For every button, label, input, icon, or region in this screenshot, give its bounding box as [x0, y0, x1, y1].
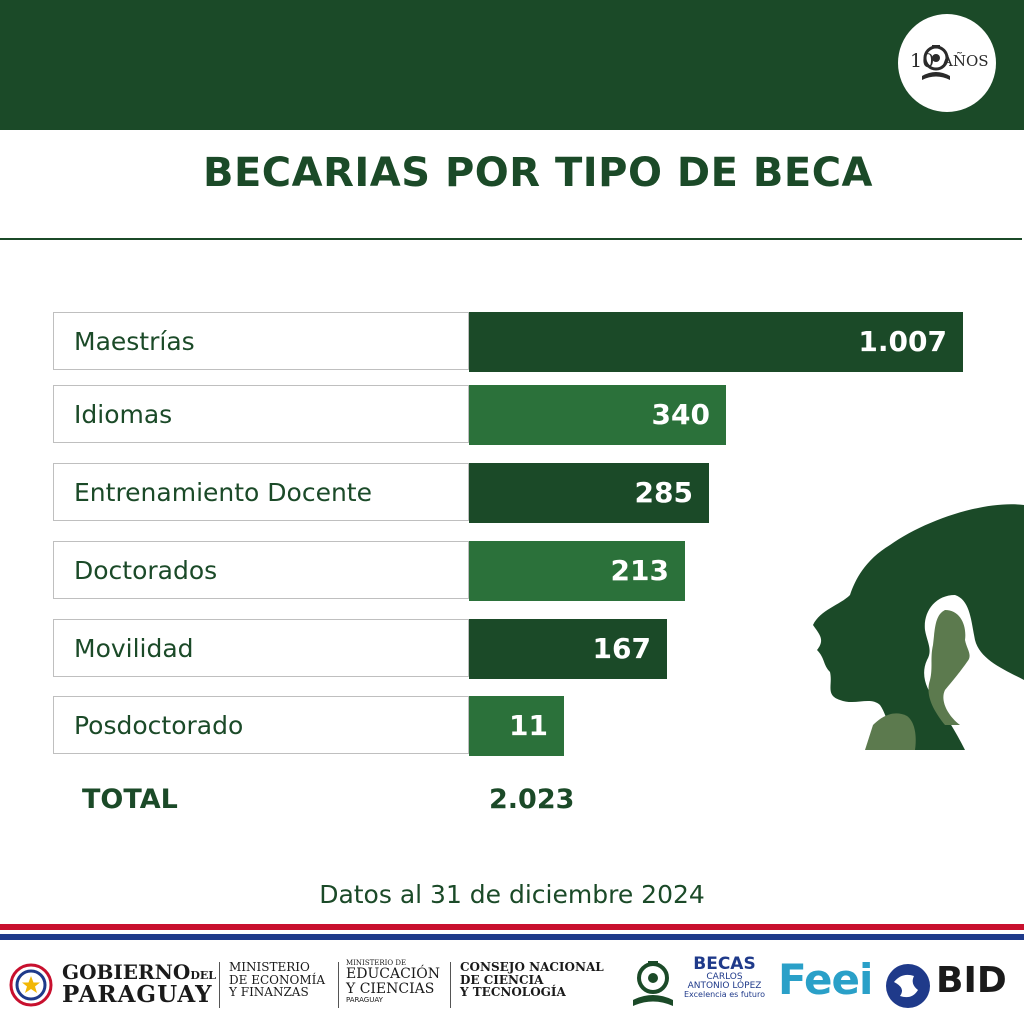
bar: 340: [469, 385, 726, 445]
category-label-text: Doctorados: [74, 556, 218, 585]
partner-logos: GOBIERNODEL PARAGUAY MINISTERIO DE ECONO…: [0, 950, 1024, 1024]
bar-value-label: 11: [509, 709, 548, 742]
bid-globe-icon: [886, 964, 930, 1008]
bar: 167: [469, 619, 667, 679]
category-label-text: Entrenamiento Docente: [74, 478, 372, 507]
flag-stripe-white: [0, 930, 1024, 934]
logo-separator: [450, 962, 451, 1008]
category-label: Posdoctorado: [53, 696, 469, 754]
logo-feei: Feei: [778, 955, 873, 1004]
paraguay-seal-icon: [9, 963, 53, 1007]
page-title: BECARIAS POR TIPO DE BECA: [202, 150, 874, 196]
anniversary-badge: 10 AÑOS: [898, 14, 996, 112]
silhouette-illustration: [813, 504, 1024, 750]
category-label: Maestrías: [53, 312, 469, 370]
bar-value-label: 213: [610, 554, 669, 587]
logo-separator: [219, 962, 220, 1008]
title-divider: [0, 238, 1022, 240]
logo-gobierno: GOBIERNODEL PARAGUAY: [62, 960, 217, 1008]
category-label: Entrenamiento Docente: [53, 463, 469, 521]
bar-value-label: 167: [592, 632, 651, 665]
bar: 1.007: [469, 312, 963, 372]
bar-value-label: 340: [651, 398, 710, 431]
logo-bid: BID: [936, 960, 1007, 1001]
bar-value-label: 1.007: [858, 325, 947, 358]
logo-becas: BECAS CARLOS ANTONIO LÓPEZ Excelencia es…: [684, 954, 765, 999]
becas-lamp-icon: [633, 961, 673, 1006]
bar-value-label: 285: [634, 476, 693, 509]
logo-mec: MINISTERIO DE EDUCACIÓN Y CIENCIAS PARAG…: [346, 959, 441, 1004]
category-label-text: Idiomas: [74, 400, 173, 429]
flag-stripe-red: [0, 924, 1024, 930]
logo-mef: MINISTERIO DE ECONOMÍA Y FINANZAS: [229, 960, 326, 1000]
lamp-book-icon: [922, 45, 950, 80]
badge-number: 10: [910, 50, 935, 72]
flag-stripe-blue: [0, 934, 1024, 940]
bar: 285: [469, 463, 709, 523]
logo-separator: [338, 962, 339, 1008]
category-label: Doctorados: [53, 541, 469, 599]
data-date-note: Datos al 31 de diciembre 2024: [319, 880, 705, 909]
bar: 11: [469, 696, 564, 756]
logo-conacyt: CONSEJO NACIONAL DE CIENCIA Y TECNOLOGÍA: [460, 960, 604, 1000]
total-label: TOTAL: [82, 784, 178, 815]
category-label: Movilidad: [53, 619, 469, 677]
category-label-text: Movilidad: [74, 634, 194, 663]
category-label: Idiomas: [53, 385, 469, 443]
badge-text: AÑOS: [942, 52, 989, 70]
header-band: [0, 0, 1024, 130]
category-label-text: Posdoctorado: [74, 711, 244, 740]
bar: 213: [469, 541, 685, 601]
total-value: 2.023: [489, 784, 575, 815]
category-label-text: Maestrías: [74, 327, 195, 356]
